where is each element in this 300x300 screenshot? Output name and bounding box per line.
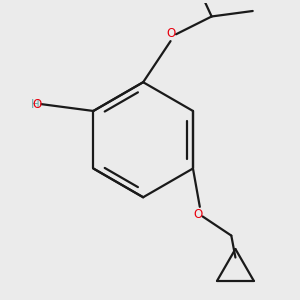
Text: O: O [194,208,203,221]
Text: O: O [166,27,175,40]
Text: O: O [33,98,42,111]
Text: H: H [31,98,40,111]
